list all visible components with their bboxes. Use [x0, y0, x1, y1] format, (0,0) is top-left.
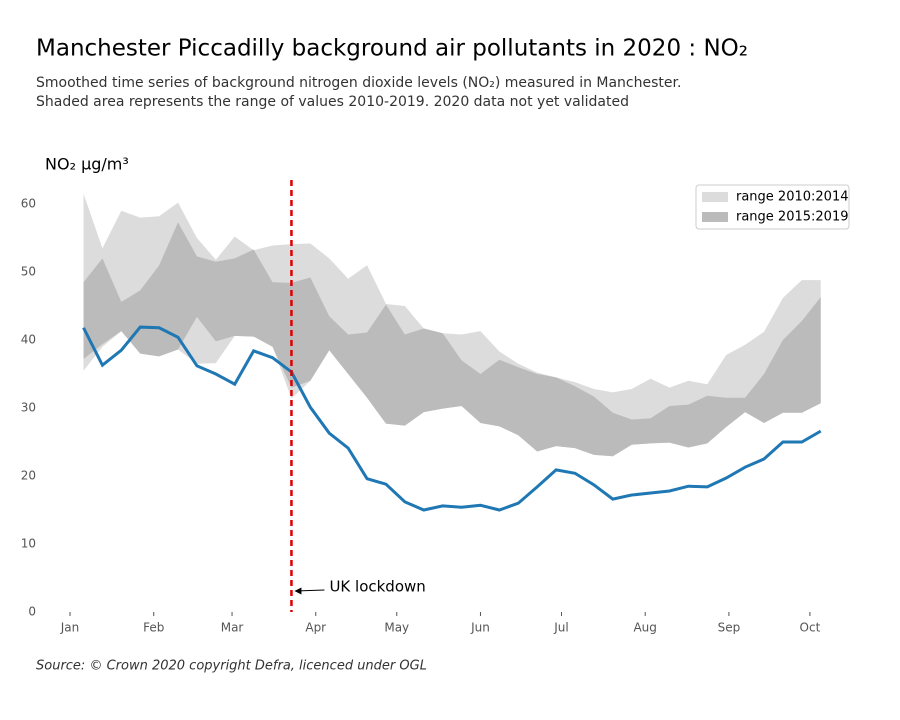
legend-swatch [702, 212, 728, 222]
range-area [83, 222, 821, 457]
y-tick-label: 0 [28, 605, 36, 619]
y-tick-label: 20 [21, 469, 36, 483]
x-tick-label: Feb [143, 621, 164, 635]
y-tick-label: 30 [21, 401, 36, 415]
y-tick-label: 40 [21, 333, 36, 347]
chart-title: Manchester Piccadilly background air pol… [36, 36, 748, 62]
legend-label: range 2010:2014 [736, 190, 848, 205]
arrow-head [294, 587, 302, 595]
subtitle: Smoothed time series of background nitro… [36, 75, 681, 91]
source: Source: © Crown 2020 copyright Defra, li… [36, 659, 427, 674]
annotation: UK lockdown [329, 578, 425, 596]
y-tick-label: 50 [21, 265, 36, 279]
line [82, 325, 822, 512]
range-area [83, 193, 821, 457]
legend-swatch [702, 192, 728, 202]
x-tick-label: Apr [305, 621, 326, 635]
y-tick-label: 60 [21, 197, 36, 211]
legend-label: range 2015:2019 [736, 210, 848, 225]
subtitle: Shaded area represents the range of valu… [36, 94, 629, 110]
x-tick-label: Sep [718, 621, 741, 635]
x-tick-label: Jun [470, 621, 490, 635]
legend-box [695, 184, 850, 230]
x-tick-label: Aug [633, 621, 656, 635]
y-tick-label: 10 [21, 537, 36, 551]
y-axis-label: NO₂ µg/m³ [45, 155, 129, 174]
x-tick-label: Mar [221, 621, 244, 635]
x-tick-label: Jan [60, 621, 80, 635]
x-tick-label: Oct [800, 621, 821, 635]
x-tick-label: Jul [553, 621, 568, 635]
x-tick-label: May [384, 621, 409, 635]
